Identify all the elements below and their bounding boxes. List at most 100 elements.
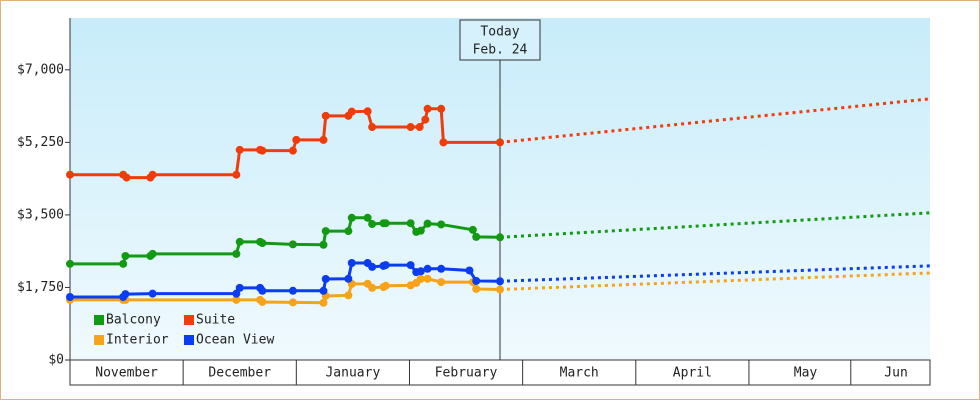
today-label: Feb. 24 (473, 43, 528, 58)
point (347, 213, 356, 222)
point (423, 274, 432, 283)
y-tick-label: $1,750 (17, 280, 64, 295)
point (232, 170, 241, 179)
point (406, 123, 415, 132)
point (319, 298, 328, 307)
x-tick-label: March (560, 366, 599, 381)
point (381, 219, 390, 228)
legend-swatch (184, 335, 194, 345)
point (416, 226, 425, 235)
point (368, 220, 377, 229)
point (235, 145, 244, 154)
point (258, 146, 267, 155)
point (288, 146, 297, 155)
x-tick-label: December (208, 366, 271, 381)
point (148, 249, 157, 258)
x-tick-label: May (794, 366, 818, 381)
point (363, 213, 372, 222)
point (344, 227, 353, 236)
point (232, 295, 241, 304)
point (258, 239, 267, 248)
x-tick-label: April (673, 366, 712, 381)
y-tick-label: $3,500 (17, 207, 64, 222)
point (368, 283, 377, 292)
point (496, 285, 504, 294)
point (381, 281, 390, 290)
point (496, 233, 504, 242)
legend-label: Interior (106, 333, 169, 348)
point (288, 240, 297, 249)
point (232, 289, 241, 298)
legend-label: Ocean View (196, 333, 274, 348)
point (148, 289, 157, 298)
point (439, 138, 448, 147)
point (437, 104, 446, 113)
point (472, 276, 481, 285)
point (122, 173, 131, 182)
y-tick-label: $5,250 (17, 135, 64, 150)
point (368, 262, 377, 271)
point (416, 267, 425, 276)
point (288, 286, 297, 295)
x-tick-label: November (95, 366, 158, 381)
point (288, 298, 297, 307)
legend-swatch (94, 315, 104, 325)
point (496, 277, 504, 286)
point (344, 274, 353, 283)
point (437, 278, 446, 287)
point (465, 266, 474, 275)
point (66, 292, 74, 301)
point (347, 107, 356, 116)
point (121, 251, 130, 260)
x-tick-label: January (325, 366, 380, 381)
point (66, 170, 74, 179)
legend-label: Balcony (106, 313, 161, 328)
layer: $0 $1,750 $3,500 $5,250 $7,000 November Decemb… (17, 19, 931, 385)
point (321, 111, 330, 120)
point (66, 259, 74, 268)
point (292, 135, 301, 144)
point (381, 261, 390, 270)
y-tick-label: $7,000 (17, 62, 64, 77)
forecast-line (499, 271, 931, 292)
point (235, 283, 244, 292)
legend-label: Suite (196, 313, 235, 328)
legend-swatch (184, 315, 194, 325)
point (437, 264, 446, 273)
point (416, 274, 425, 283)
forecast-line (499, 211, 931, 239)
point (319, 135, 328, 144)
point (148, 170, 157, 179)
y-tick-label: $0 (48, 353, 64, 368)
point (415, 123, 424, 132)
forecast-line (499, 264, 931, 283)
point (421, 115, 430, 124)
x-tick-label: February (435, 366, 498, 381)
point (363, 107, 372, 116)
x-tick-label: Jun (884, 366, 907, 381)
point (232, 249, 241, 258)
point (423, 264, 432, 273)
forecast-line (499, 97, 931, 144)
legend-swatch (94, 335, 104, 345)
point (472, 284, 481, 293)
point (321, 274, 330, 283)
point (258, 286, 267, 295)
point (319, 286, 328, 295)
point (258, 297, 267, 306)
point (344, 291, 353, 300)
point (347, 258, 356, 267)
point (368, 123, 377, 132)
point (423, 219, 432, 228)
point (406, 219, 415, 228)
point (119, 259, 128, 268)
point (121, 290, 130, 299)
point (423, 104, 432, 113)
point (406, 261, 415, 270)
point (321, 227, 330, 236)
point (468, 225, 477, 234)
today-box (459, 19, 541, 61)
point (437, 220, 446, 229)
